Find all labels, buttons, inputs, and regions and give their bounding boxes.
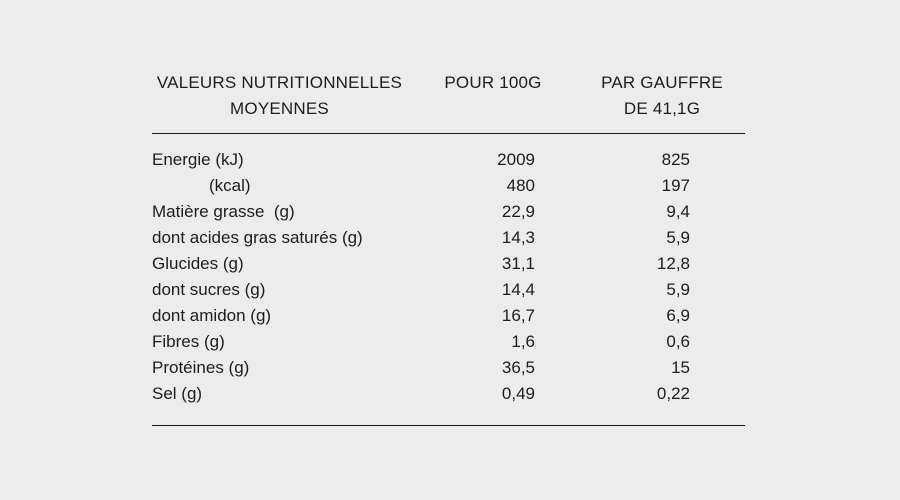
- column-header-per-waffle-line1: PAR GAUFFRE: [601, 73, 723, 92]
- value-per-100g: 1,6: [511, 332, 535, 351]
- nutrient-label: Glucides (g): [152, 254, 244, 273]
- column-header-nutrients: VALEURS NUTRITIONNELLES MOYENNES: [152, 70, 407, 122]
- nutrient-label: dont acides gras saturés (g): [152, 228, 363, 247]
- value-per-100g: 0,49: [501, 384, 535, 403]
- value-per-waffle: 5,9: [666, 228, 690, 247]
- nutrient-label: Energie (kJ): [152, 150, 244, 169]
- table-row: Fibres (g) 1,6 0,6: [152, 329, 745, 355]
- value-per-100g: 2009: [497, 150, 535, 169]
- nutrient-label: (kcal): [209, 176, 251, 195]
- value-per-100g: 14,4: [501, 280, 535, 299]
- value-per-100g: 480: [506, 176, 535, 195]
- nutrient-label: Matière grasse (g): [152, 202, 295, 221]
- value-per-waffle: 9,4: [666, 202, 690, 221]
- nutrient-label: Fibres (g): [152, 332, 225, 351]
- table-body: Energie (kJ) 2009 825 (kcal) 480 197 Mat…: [152, 147, 745, 407]
- value-per-100g: 31,1: [501, 254, 535, 273]
- nutrient-label: dont amidon (g): [152, 306, 272, 325]
- table-row: Energie (kJ) 2009 825: [152, 147, 745, 173]
- table-row: Matière grasse (g) 22,9 9,4: [152, 199, 745, 225]
- table-row: Glucides (g) 31,1 12,8: [152, 251, 745, 277]
- nutrition-table: VALEURS NUTRITIONNELLES MOYENNES POUR 10…: [152, 70, 745, 426]
- value-per-waffle: 12,8: [656, 254, 690, 273]
- table-row: dont amidon (g) 16,7 6,9: [152, 303, 745, 329]
- table-row: dont acides gras saturés (g) 14,3 5,9: [152, 225, 745, 251]
- table-row: dont sucres (g) 14,4 5,9: [152, 277, 745, 303]
- column-header-per-100g: POUR 100G: [444, 73, 542, 92]
- value-per-waffle: 5,9: [666, 280, 690, 299]
- nutrient-label: Sel (g): [152, 384, 203, 403]
- value-per-waffle: 0,6: [666, 332, 690, 351]
- column-header-nutrients-line2: MOYENNES: [230, 99, 329, 118]
- header-divider-line: [152, 133, 745, 134]
- value-per-waffle: 825: [661, 150, 690, 169]
- value-per-100g: 16,7: [501, 306, 535, 325]
- value-per-waffle: 0,22: [656, 384, 690, 403]
- table-row: Sel (g) 0,49 0,22: [152, 381, 745, 407]
- column-header-nutrients-line1: VALEURS NUTRITIONNELLES: [156, 73, 403, 92]
- value-per-100g: 22,9: [501, 202, 535, 221]
- value-per-100g: 14,3: [501, 228, 535, 247]
- footer-divider-line: [152, 425, 745, 426]
- nutrient-label: dont sucres (g): [152, 280, 266, 299]
- value-per-waffle: 6,9: [666, 306, 690, 325]
- table-header-row: VALEURS NUTRITIONNELLES MOYENNES POUR 10…: [152, 70, 745, 122]
- value-per-waffle: 197: [661, 176, 690, 195]
- column-header-per-waffle-line2: DE 41,1G: [623, 99, 701, 118]
- table-row: Protéines (g) 36,5 15: [152, 355, 745, 381]
- table-row: (kcal) 480 197: [152, 173, 745, 199]
- nutrient-label: Protéines (g): [152, 358, 250, 377]
- value-per-waffle: 15: [671, 358, 690, 377]
- column-header-per-waffle: PAR GAUFFRE DE 41,1G: [579, 70, 745, 122]
- value-per-100g: 36,5: [501, 358, 535, 377]
